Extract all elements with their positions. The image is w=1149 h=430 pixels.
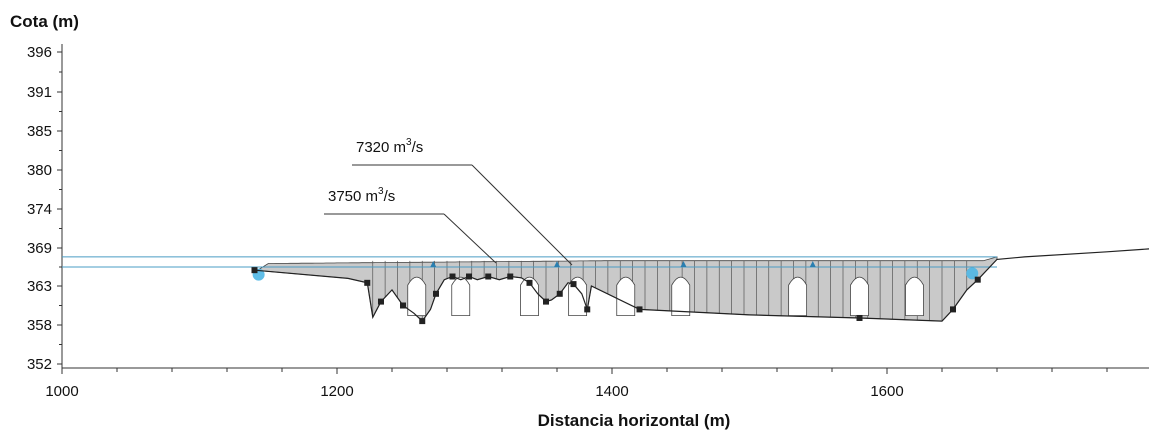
survey-point xyxy=(584,306,591,313)
annotation-leader xyxy=(443,213,497,264)
arch-opening xyxy=(520,276,539,317)
survey-point xyxy=(251,267,258,274)
survey-point xyxy=(543,298,549,305)
arch-opening xyxy=(788,276,808,317)
x-ticks: 1000 1200 1400 1600 xyxy=(45,368,1108,400)
survey-point xyxy=(449,273,456,280)
arch-opening xyxy=(905,276,924,317)
survey-point xyxy=(950,306,956,313)
survey-point xyxy=(507,273,514,280)
survey-point xyxy=(466,273,472,280)
x-tick-label: 1200 xyxy=(320,383,353,400)
y-tick-label: 369 xyxy=(27,240,52,257)
survey-point xyxy=(526,279,533,286)
cross-section xyxy=(254,256,998,322)
x-axis-title: Distancia horizontal (m) xyxy=(538,411,731,430)
y-tick-label: 391 xyxy=(27,84,52,101)
survey-point xyxy=(974,276,981,283)
y-tick-label: 374 xyxy=(27,201,52,218)
bank-point xyxy=(966,267,979,280)
annotations: 7320 m3/s 3750 m3/s xyxy=(324,137,573,266)
annotation-3750: 3750 m3/s xyxy=(328,186,395,205)
y-tick-label: 385 xyxy=(27,123,52,140)
survey-point xyxy=(570,281,577,288)
arch-opening xyxy=(616,276,636,317)
survey-point xyxy=(856,314,863,321)
survey-point xyxy=(485,273,492,280)
x-tick-label: 1000 xyxy=(45,383,78,400)
arch-opening xyxy=(671,276,691,317)
x-tick-label: 1600 xyxy=(870,383,903,400)
survey-point xyxy=(419,318,426,325)
survey-point xyxy=(378,298,384,305)
y-ticks: 352 358 363 369 374 380 385 391 396 xyxy=(27,44,62,373)
arch-opening xyxy=(451,276,471,317)
y-tick-label: 363 xyxy=(27,278,52,295)
survey-point xyxy=(364,279,371,286)
x-tick-label: 1400 xyxy=(595,383,628,400)
axes xyxy=(61,44,1149,369)
y-tick-label: 358 xyxy=(27,317,52,334)
water-surface-marker xyxy=(680,261,687,267)
y-tick-label: 380 xyxy=(27,162,52,179)
y-axis-title: Cota (m) xyxy=(10,12,79,31)
water-surface-marker xyxy=(554,261,560,267)
survey-point xyxy=(636,306,643,313)
annotation-leader xyxy=(471,164,573,266)
survey-point xyxy=(433,290,439,297)
water-surface-marker xyxy=(809,261,816,267)
riverbed-profile xyxy=(251,248,1149,325)
water-surface-marker xyxy=(430,261,437,267)
y-tick-label: 396 xyxy=(27,44,52,61)
survey-point xyxy=(400,302,406,309)
arch-opening xyxy=(407,276,427,317)
survey-point xyxy=(556,290,563,297)
y-tick-label: 352 xyxy=(27,356,52,373)
annotation-7320: 7320 m3/s xyxy=(356,137,423,156)
arch-opening xyxy=(850,276,869,317)
water-levels xyxy=(62,256,997,281)
